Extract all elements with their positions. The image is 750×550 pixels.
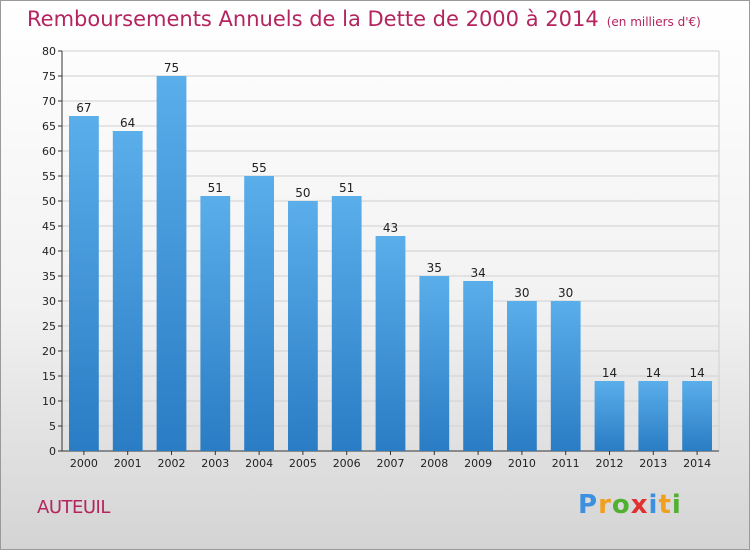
- x-tick-label: 2009: [464, 457, 492, 470]
- bar-value-label: 64: [120, 116, 135, 130]
- bar: [594, 381, 625, 451]
- logo-letter: P: [578, 490, 599, 520]
- y-tick-label: 60: [42, 145, 56, 158]
- bar-value-label: 34: [470, 266, 485, 280]
- bar: [244, 176, 274, 451]
- y-tick-label: 5: [49, 420, 56, 433]
- bar-value-label: 30: [558, 286, 573, 300]
- bar: [638, 381, 669, 451]
- bar-value-label: 14: [689, 366, 704, 380]
- bar: [375, 236, 406, 451]
- city-name: AUTEUIL: [37, 497, 110, 518]
- logo-letter: i: [671, 490, 682, 520]
- bar-value-label: 35: [427, 261, 442, 275]
- y-tick-label: 40: [42, 245, 56, 258]
- y-tick-label: 0: [49, 445, 56, 458]
- y-tick-label: 55: [42, 170, 56, 183]
- x-tick-label: 2002: [158, 457, 186, 470]
- bar: [331, 196, 362, 451]
- y-tick-label: 30: [42, 295, 56, 308]
- logo-letter: i: [648, 490, 659, 520]
- y-tick-label: 50: [42, 195, 56, 208]
- bar: [200, 196, 231, 451]
- x-tick-label: 2006: [333, 457, 361, 470]
- bar-value-label: 14: [602, 366, 617, 380]
- y-tick-label: 75: [42, 70, 56, 83]
- x-tick-label: 2014: [683, 457, 711, 470]
- bar-value-label: 75: [164, 61, 179, 75]
- logo-letter: t: [658, 490, 672, 520]
- bars: [69, 76, 712, 451]
- bar-value-label: 14: [646, 366, 661, 380]
- logo-letter: o: [611, 490, 631, 520]
- x-tick-label: 2013: [639, 457, 667, 470]
- bar-value-label: 51: [208, 181, 223, 195]
- y-tick-label: 15: [42, 370, 56, 383]
- bar-value-label: 50: [295, 186, 310, 200]
- bar: [288, 201, 318, 451]
- bar: [112, 131, 143, 451]
- y-tick-label: 25: [42, 320, 56, 333]
- proxiti-logo: Proxiti: [578, 490, 682, 520]
- x-tick-label: 2000: [70, 457, 98, 470]
- logo-letter: x: [630, 490, 649, 520]
- bar: [550, 301, 581, 451]
- y-tick-label: 70: [42, 95, 56, 108]
- title-text: Remboursements Annuels de la Dette de 20…: [27, 7, 599, 31]
- bar-value-label: 55: [251, 161, 266, 175]
- x-tick-label: 2011: [552, 457, 580, 470]
- logo-letter: r: [598, 490, 612, 520]
- bar-value-label: 67: [76, 101, 91, 115]
- x-tick-label: 2005: [289, 457, 317, 470]
- x-tick-label: 2003: [201, 457, 229, 470]
- bar-value-label: 43: [383, 221, 398, 235]
- x-tick-label: 2012: [596, 457, 624, 470]
- bar: [463, 281, 493, 451]
- y-tick-label: 45: [42, 220, 56, 233]
- bar: [507, 301, 537, 451]
- bar-value-label: 30: [514, 286, 529, 300]
- x-tick-label: 2008: [420, 457, 448, 470]
- title-unit: (en milliers d'€): [606, 15, 701, 29]
- y-tick-label: 20: [42, 345, 56, 358]
- bar: [419, 276, 450, 451]
- y-tick-label: 35: [42, 270, 56, 283]
- x-tick-label: 2001: [114, 457, 142, 470]
- x-tick-label: 2007: [377, 457, 405, 470]
- y-tick-label: 65: [42, 120, 56, 133]
- bar: [156, 76, 187, 451]
- y-tick-label: 10: [42, 395, 56, 408]
- bar: [69, 116, 99, 451]
- bar: [682, 381, 712, 451]
- bar-value-label: 51: [339, 181, 354, 195]
- labels: 0 5 10 15 20 25 30 35 40 45 50 55 60 65 70 75 80 67 2000 64…: [42, 45, 711, 470]
- y-tick-label: 80: [42, 45, 56, 58]
- x-tick-label: 2010: [508, 457, 536, 470]
- x-tick-label: 2004: [245, 457, 273, 470]
- chart-title: Remboursements Annuels de la Dette de 20…: [27, 7, 701, 31]
